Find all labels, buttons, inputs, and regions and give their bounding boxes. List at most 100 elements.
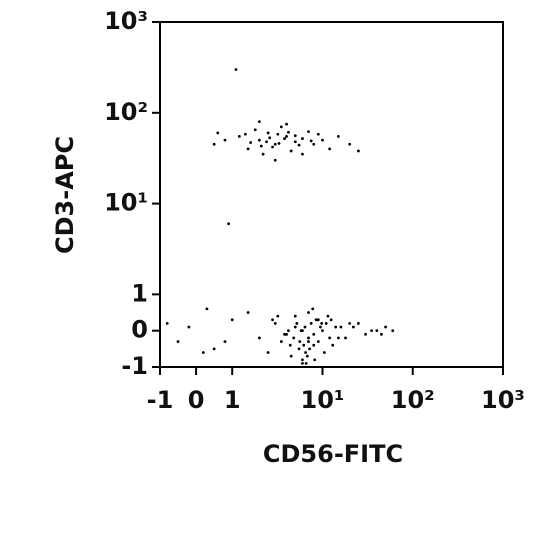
event-dot: [303, 325, 307, 329]
event-dot: [285, 134, 288, 138]
event-dot: [287, 130, 290, 134]
x-tick-label: 1: [224, 386, 241, 414]
y-tick-label: 10³: [104, 7, 148, 35]
event-dot: [165, 322, 169, 325]
event-dot: [301, 361, 304, 365]
y-axis-label: CD3-APC: [51, 136, 79, 254]
event-dot: [201, 351, 205, 354]
event-dot: [216, 131, 220, 135]
event-dot: [292, 336, 296, 340]
event-dot: [301, 358, 304, 362]
event-dot: [293, 134, 297, 138]
event-dot: [356, 322, 360, 325]
event-dot: [322, 351, 326, 354]
event-dot: [316, 132, 320, 136]
event-dot: [289, 149, 293, 153]
event-dot: [304, 351, 307, 354]
event-dot: [348, 142, 352, 146]
y-tick-label: 10²: [104, 98, 148, 126]
event-dot: [309, 139, 313, 143]
y-tick-label: 10¹: [104, 189, 148, 217]
event-dot: [271, 145, 274, 149]
event-dot: [334, 325, 338, 329]
event-dot: [176, 340, 180, 343]
event-dot: [223, 340, 227, 343]
event-dot: [328, 147, 332, 151]
event-dot: [301, 137, 304, 140]
event-dot: [319, 325, 322, 329]
event-dot: [273, 158, 277, 162]
event-dot: [257, 120, 261, 123]
event-dot: [370, 329, 373, 333]
event-dot: [311, 307, 315, 311]
event-dot: [305, 354, 309, 358]
event-dot: [293, 325, 297, 329]
event-dot: [351, 325, 355, 329]
event-dot: [297, 347, 301, 351]
event-dot: [328, 336, 332, 340]
x-tick-label: -1: [147, 386, 174, 414]
event-dot: [312, 142, 316, 146]
event-dot: [277, 142, 281, 145]
event-dot: [293, 314, 297, 318]
event-dot: [308, 347, 311, 351]
event-dot: [307, 336, 310, 340]
y-tick-label: 1: [131, 279, 148, 307]
event-dot: [271, 318, 274, 322]
event-dot: [312, 343, 316, 347]
event-dot: [384, 325, 387, 329]
event-dot: [249, 141, 253, 144]
event-dot: [227, 222, 231, 226]
event-dot: [253, 128, 257, 132]
event-dot: [313, 358, 317, 362]
event-dot: [212, 347, 216, 351]
event-dot: [298, 340, 302, 343]
event-dot: [316, 318, 319, 322]
event-dot: [266, 131, 270, 135]
event-dot: [246, 311, 250, 314]
event-dot: [336, 336, 340, 340]
event-dot: [266, 351, 270, 354]
event-dot: [326, 314, 330, 318]
event-dot: [302, 343, 306, 347]
x-tick-label: 10³: [481, 386, 525, 414]
event-dot: [331, 343, 335, 347]
event-dot: [287, 329, 290, 333]
event-dot: [283, 137, 286, 140]
event-dot: [230, 318, 234, 322]
event-dot: [329, 318, 333, 322]
x-axis-label: CD56-FITC: [263, 440, 403, 468]
y-tick-label: -1: [121, 352, 148, 380]
event-dot: [273, 142, 277, 146]
event-dot: [244, 132, 247, 136]
event-dot: [380, 332, 383, 336]
event-dot: [316, 340, 320, 343]
event-dot: [321, 329, 324, 333]
event-dot: [304, 361, 308, 365]
event-dot: [279, 340, 283, 343]
event-dot: [321, 138, 324, 142]
event-dot: [257, 138, 261, 142]
event-dot: [261, 152, 265, 156]
event-dot: [307, 311, 310, 314]
event-dot: [276, 132, 280, 136]
event-dot: [336, 134, 340, 138]
event-dot: [312, 332, 316, 336]
x-tick-label: 10²: [391, 386, 435, 414]
event-dot: [205, 307, 209, 311]
event-dot: [297, 143, 301, 147]
event-dot: [273, 322, 277, 325]
event-dot: [279, 125, 283, 129]
event-dot: [320, 322, 324, 325]
event-dot: [223, 138, 227, 142]
event-dot: [257, 336, 261, 340]
event-dot: [301, 152, 304, 156]
event-dot: [348, 322, 352, 325]
x-tick-label: 10¹: [301, 386, 345, 414]
event-dot: [299, 329, 303, 333]
event-dot: [344, 336, 347, 340]
event-dot: [246, 147, 250, 151]
event-dot: [375, 329, 379, 333]
event-dot: [309, 322, 313, 325]
